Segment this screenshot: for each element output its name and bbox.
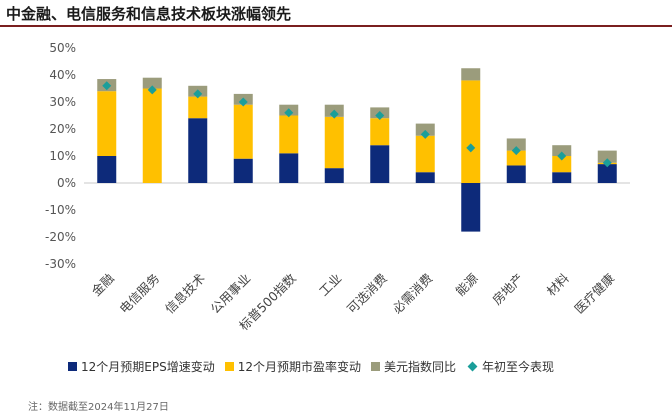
x-category-label: 金融 [89, 270, 118, 299]
legend-label-eps: 12个月预期EPS增速变动 [81, 360, 215, 374]
x-category-label: 可选消费 [344, 271, 390, 317]
y-tick-label: -10% [45, 203, 76, 217]
title-divider [0, 25, 672, 27]
x-category-label: 医疗健康 [571, 270, 617, 316]
legend-label-usd: 美元指数同比 [384, 360, 457, 374]
bar-usd [552, 145, 572, 156]
bar-eps [324, 168, 344, 183]
bar-eps [97, 156, 117, 183]
bar-pe [370, 118, 390, 146]
bar-eps [461, 183, 481, 232]
point-ytd [102, 81, 112, 91]
point-ytd [284, 108, 294, 118]
x-category-label: 房地产 [489, 271, 526, 308]
bar-eps [506, 165, 526, 183]
y-tick-label: -20% [45, 230, 76, 244]
x-category-label: 必需消费 [389, 271, 435, 317]
y-tick-label: 30% [49, 95, 76, 109]
bar-eps [597, 164, 617, 183]
point-ytd [193, 89, 203, 99]
bar-pe [142, 88, 162, 183]
y-tick-label: -30% [45, 257, 76, 271]
chart-title: 中金融、电信服务和信息技术板块涨幅领先 [6, 5, 292, 23]
bar-eps [233, 158, 253, 183]
legend-item-eps: 12个月预期EPS增速变动 [68, 358, 215, 375]
y-tick-label: 10% [49, 149, 76, 163]
bar-pe [552, 156, 572, 173]
y-tick-label: 20% [49, 122, 76, 136]
legend-item-usd: 美元指数同比 [371, 358, 456, 375]
x-category-label: 能源 [453, 270, 482, 299]
point-ytd [420, 129, 430, 139]
legend-label-pe: 12个月预期市盈率变动 [237, 360, 361, 374]
x-category-label: 信息技术 [162, 270, 208, 316]
bar-eps [188, 118, 208, 183]
bar-pe [97, 91, 117, 156]
bar-usd [415, 123, 435, 136]
bar-usd [597, 150, 617, 163]
legend-swatch-eps [68, 362, 77, 371]
bar-eps [279, 153, 299, 183]
y-tick-label: 50% [49, 41, 76, 55]
bar-pe [506, 150, 526, 166]
bar-eps [370, 145, 390, 183]
bar-pe [461, 80, 481, 183]
y-tick-label: 40% [49, 68, 76, 82]
legend-item-pe: 12个月预期市盈率变动 [224, 358, 361, 375]
point-ytd [557, 151, 567, 161]
point-ytd [147, 85, 157, 95]
bar-pe [233, 104, 253, 159]
bar-usd [461, 68, 481, 81]
point-ytd [511, 146, 521, 156]
bar-eps [415, 172, 435, 183]
bar-pe [415, 135, 435, 173]
chart-legend: 12个月预期EPS增速变动 12个月预期市盈率变动 美元指数同比 年初至今表现 [68, 358, 564, 375]
legend-label-ytd: 年初至今表现 [482, 360, 555, 374]
x-category-label: 公用事业 [207, 271, 253, 317]
bar-pe [188, 96, 208, 119]
y-tick-label: 0% [57, 176, 76, 190]
bar-usd [142, 77, 162, 89]
x-category-label: 材料 [544, 270, 573, 299]
point-ytd [466, 143, 476, 153]
legend-swatch-usd [371, 362, 380, 371]
legend-item-ytd: 年初至今表现 [466, 358, 554, 375]
x-category-label: 工业 [316, 271, 344, 299]
legend-diamond-ytd [467, 361, 478, 372]
point-ytd [329, 109, 339, 119]
bar-eps [552, 172, 572, 183]
point-ytd [375, 111, 385, 120]
legend-swatch-pe [224, 362, 234, 371]
point-ytd [602, 158, 612, 168]
bar-pe [324, 116, 344, 169]
bar-usd [506, 138, 526, 151]
x-category-label: 电信服务 [116, 271, 162, 317]
point-ytd [238, 97, 248, 107]
bar-pe [279, 115, 299, 154]
